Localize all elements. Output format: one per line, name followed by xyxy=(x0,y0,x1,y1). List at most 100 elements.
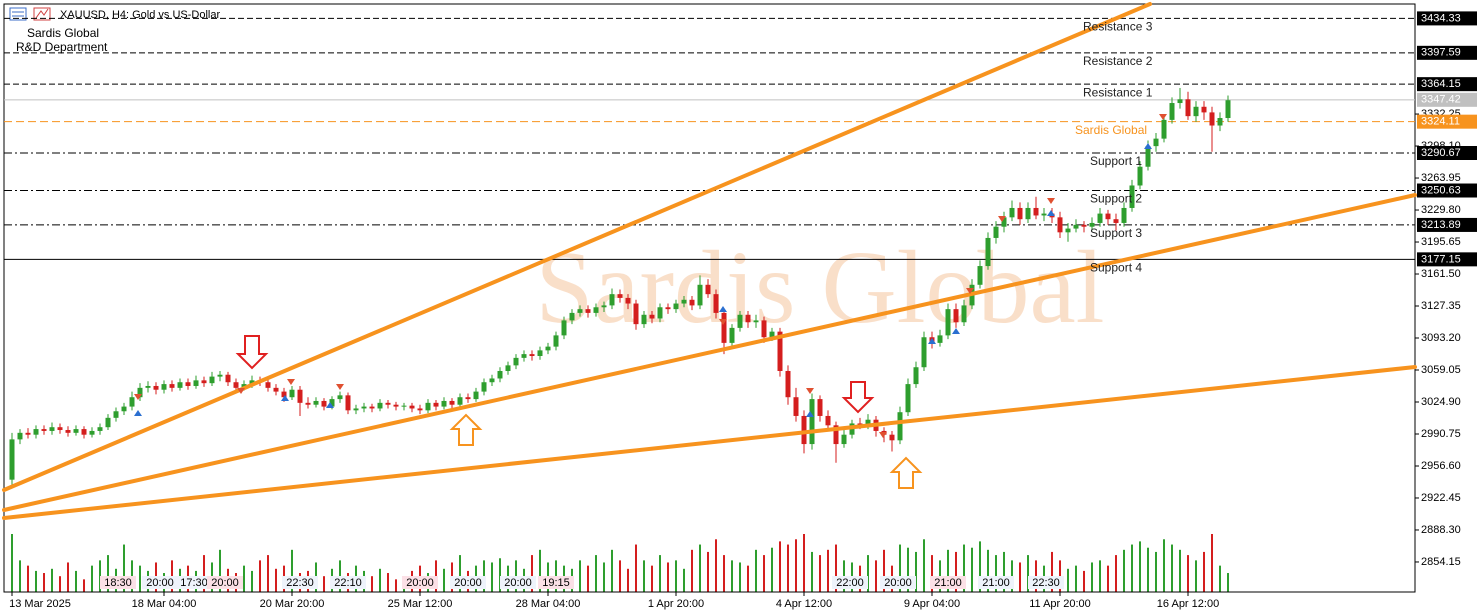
y-tick-label: 2990.75 xyxy=(1421,428,1461,440)
candle-body xyxy=(1201,106,1207,113)
candle-body xyxy=(457,397,463,405)
candle-body xyxy=(273,387,279,392)
candle-body xyxy=(641,314,647,325)
candle-body xyxy=(553,335,559,347)
candle-body xyxy=(385,402,391,405)
candle-body xyxy=(777,331,783,371)
candle-body xyxy=(65,430,71,433)
signal-arrows xyxy=(235,335,923,489)
x-tick-label: 4 Apr 12:00 xyxy=(776,598,832,610)
candle-body xyxy=(569,312,575,321)
candle-body xyxy=(577,309,583,313)
header-icon xyxy=(9,7,51,21)
candle-body xyxy=(129,397,135,407)
candle-body xyxy=(97,427,103,431)
candle-body xyxy=(1129,185,1135,208)
candle-body xyxy=(401,405,407,407)
price-box xyxy=(1417,145,1477,160)
candle-body xyxy=(745,314,751,323)
signal-marker xyxy=(719,319,727,325)
candle-body xyxy=(505,365,511,371)
y-tick-label: 2922.45 xyxy=(1421,492,1461,504)
x-tick-label: 18 Mar 04:00 xyxy=(132,598,197,610)
candle-body xyxy=(33,429,39,435)
candle-body xyxy=(25,432,31,435)
trend-lines xyxy=(2,2,1417,520)
candle-body xyxy=(1073,224,1079,229)
candle-body xyxy=(409,405,415,409)
price-box xyxy=(1417,183,1477,198)
time-mark-box xyxy=(100,576,136,589)
candle-body xyxy=(1153,138,1159,147)
candle-body xyxy=(545,346,551,351)
subtitle: R&D Department xyxy=(16,40,108,54)
price-box-label: 3364.15 xyxy=(1421,78,1461,90)
time-mark-box xyxy=(207,576,243,589)
signal-marker xyxy=(287,379,295,385)
candle-body xyxy=(1057,217,1063,233)
candle-body xyxy=(313,400,319,405)
signal-marker xyxy=(134,394,142,400)
candle-body xyxy=(537,350,543,356)
candle-body xyxy=(465,397,471,400)
candle-body xyxy=(889,434,895,441)
signal-marker xyxy=(1159,114,1167,120)
signal-marker xyxy=(1047,198,1055,204)
x-tick-label: 20 Mar 20:00 xyxy=(260,598,325,610)
price-box-label: 3347.42 xyxy=(1421,94,1461,106)
y-tick-label: 2888.30 xyxy=(1421,524,1461,536)
candle-body xyxy=(353,408,359,411)
candle-body xyxy=(41,429,47,431)
candle-body xyxy=(921,337,927,368)
candle-body xyxy=(377,402,383,409)
candle-body xyxy=(441,400,447,407)
candle-body xyxy=(977,266,983,285)
candle-body xyxy=(657,307,663,319)
candle-body xyxy=(761,320,767,338)
signal-marker xyxy=(1047,210,1055,216)
candle-body xyxy=(489,378,495,383)
candle-body xyxy=(945,309,951,336)
candle-body xyxy=(121,406,127,412)
candle-body xyxy=(137,387,143,398)
candle-body xyxy=(809,399,815,445)
candle-body xyxy=(1161,119,1167,139)
candle-body xyxy=(289,389,295,398)
candle-body xyxy=(529,354,535,356)
candle-body xyxy=(585,309,591,313)
candle-body xyxy=(1017,207,1023,220)
time-mark: 18:30 xyxy=(104,577,132,589)
candle-body xyxy=(601,305,607,308)
candle-body xyxy=(217,374,223,377)
level-label: Resistance 3 xyxy=(1083,20,1153,34)
candle-body xyxy=(73,429,79,433)
candle-body xyxy=(177,382,183,388)
candle-body xyxy=(897,412,903,441)
candle-body xyxy=(705,284,711,295)
price-box xyxy=(1417,92,1477,107)
candle-body xyxy=(145,385,151,388)
candle-body xyxy=(249,380,255,385)
signal-marker xyxy=(928,338,936,344)
time-mark-box xyxy=(1028,576,1064,589)
signal-marker xyxy=(998,216,1006,222)
y-tick-label: 2854.15 xyxy=(1421,556,1461,568)
candle-body xyxy=(689,299,695,306)
candle-body xyxy=(17,432,23,440)
candle-body xyxy=(1193,106,1199,117)
time-mark: 20:00 xyxy=(884,577,912,589)
price-box-label: 3434.33 xyxy=(1421,12,1461,24)
candle-body xyxy=(153,385,159,390)
level-label: Support 4 xyxy=(1090,261,1142,275)
y-tick-label: 3229.80 xyxy=(1421,204,1461,216)
candle-body xyxy=(1009,207,1015,218)
signal-marker xyxy=(134,410,142,416)
y-tick-label: 3161.50 xyxy=(1421,268,1461,280)
time-mark-box xyxy=(832,576,868,589)
candle-body xyxy=(225,374,231,383)
candle-body xyxy=(753,320,759,323)
candle-body xyxy=(81,429,87,435)
price-box xyxy=(1417,114,1477,129)
y-tick-label: 3059.05 xyxy=(1421,364,1461,376)
candle-body xyxy=(209,376,215,384)
